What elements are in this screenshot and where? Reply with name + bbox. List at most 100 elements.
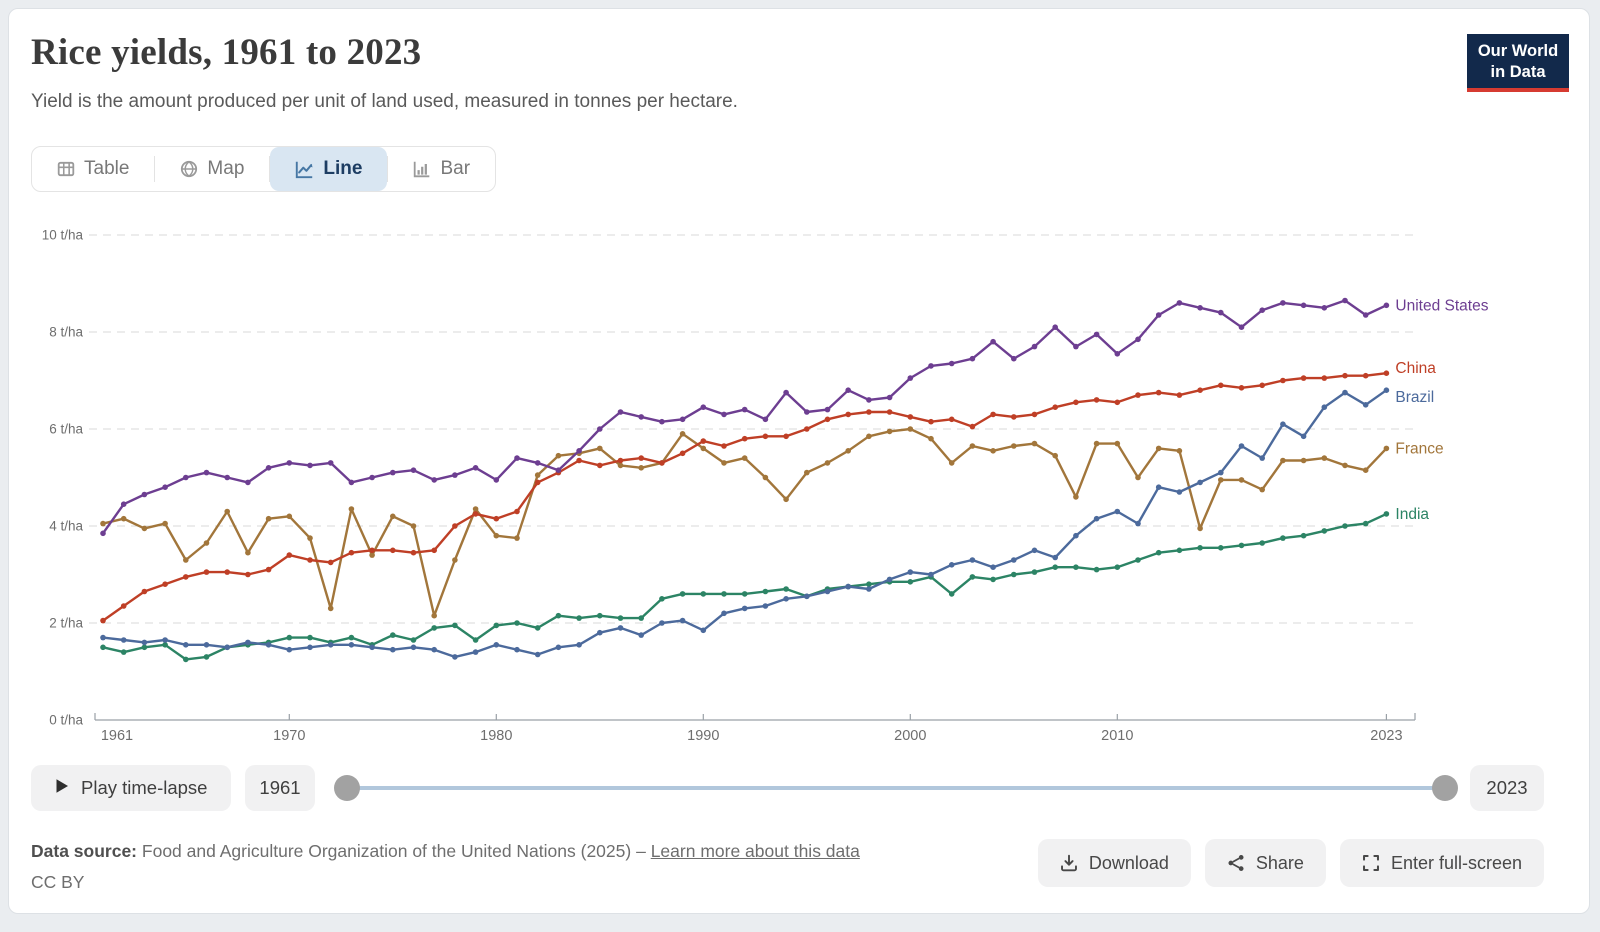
- data-point-brazil[interactable]: [555, 644, 562, 651]
- data-point-brazil[interactable]: [1135, 520, 1141, 527]
- data-point-india[interactable]: [597, 612, 603, 619]
- data-point-brazil[interactable]: [1383, 387, 1390, 393]
- data-point-china[interactable]: [824, 416, 831, 423]
- data-point-brazil[interactable]: [245, 639, 251, 646]
- data-point-brazil[interactable]: [617, 625, 624, 631]
- data-point-brazil[interactable]: [514, 646, 520, 653]
- data-point-france[interactable]: [390, 513, 396, 520]
- data-point-united-states[interactable]: [327, 460, 334, 466]
- data-point-india[interactable]: [286, 634, 293, 641]
- data-point-france[interactable]: [245, 549, 251, 556]
- data-point-united-states[interactable]: [948, 360, 955, 367]
- data-point-united-states[interactable]: [472, 465, 479, 471]
- data-point-china[interactable]: [762, 433, 769, 440]
- data-point-china[interactable]: [907, 414, 914, 420]
- data-point-united-states[interactable]: [804, 409, 810, 415]
- data-point-china[interactable]: [1093, 397, 1100, 403]
- data-point-united-states[interactable]: [162, 484, 168, 491]
- data-point-france[interactable]: [1197, 525, 1203, 532]
- data-point-china[interactable]: [1031, 411, 1038, 418]
- data-point-india[interactable]: [555, 612, 562, 619]
- data-point-brazil[interactable]: [741, 605, 748, 612]
- data-point-france[interactable]: [597, 445, 603, 452]
- data-point-united-states[interactable]: [369, 474, 375, 481]
- data-point-china[interactable]: [990, 411, 996, 418]
- data-point-china[interactable]: [1135, 392, 1141, 398]
- data-point-brazil[interactable]: [845, 583, 851, 590]
- data-point-united-states[interactable]: [1238, 324, 1245, 330]
- data-point-brazil[interactable]: [928, 571, 934, 578]
- data-point-india[interactable]: [1093, 566, 1100, 573]
- data-point-china[interactable]: [969, 423, 976, 430]
- data-point-china[interactable]: [390, 547, 396, 554]
- data-point-france[interactable]: [907, 426, 914, 432]
- data-point-france[interactable]: [1011, 443, 1017, 449]
- data-point-india[interactable]: [348, 634, 355, 641]
- data-point-brazil[interactable]: [948, 562, 955, 568]
- data-point-china[interactable]: [410, 549, 417, 556]
- share-button[interactable]: Share: [1204, 839, 1326, 887]
- data-point-india[interactable]: [1011, 571, 1017, 578]
- data-point-france[interactable]: [990, 448, 996, 454]
- data-point-brazil[interactable]: [1155, 484, 1162, 491]
- data-point-brazil[interactable]: [1321, 404, 1328, 410]
- data-point-china[interactable]: [1073, 399, 1079, 406]
- data-point-france[interactable]: [928, 435, 934, 442]
- series-line-united-states[interactable]: [101, 299, 1388, 535]
- series-label-united-states[interactable]: United States: [1395, 297, 1488, 314]
- data-point-france[interactable]: [472, 506, 479, 512]
- data-point-brazil[interactable]: [203, 642, 210, 648]
- data-point-india[interactable]: [783, 586, 789, 592]
- data-point-india[interactable]: [120, 649, 127, 655]
- data-point-india[interactable]: [990, 576, 996, 583]
- data-point-brazil[interactable]: [452, 654, 458, 660]
- data-point-united-states[interactable]: [1155, 312, 1162, 318]
- data-point-france[interactable]: [1073, 494, 1079, 500]
- data-point-france[interactable]: [141, 525, 148, 532]
- timeline-slider-handle-end[interactable]: [1432, 775, 1458, 801]
- data-point-united-states[interactable]: [1300, 302, 1307, 309]
- data-point-united-states[interactable]: [1280, 300, 1286, 306]
- data-point-united-states[interactable]: [783, 389, 789, 396]
- data-point-india[interactable]: [679, 591, 686, 597]
- data-point-china[interactable]: [700, 438, 707, 444]
- data-point-india[interactable]: [1052, 564, 1058, 570]
- data-point-india[interactable]: [1135, 557, 1141, 563]
- data-point-united-states[interactable]: [679, 416, 686, 423]
- data-point-brazil[interactable]: [286, 646, 293, 653]
- data-point-brazil[interactable]: [700, 627, 707, 634]
- data-point-france[interactable]: [804, 469, 810, 476]
- data-point-china[interactable]: [534, 479, 541, 486]
- data-point-india[interactable]: [1031, 569, 1038, 575]
- series-label-france[interactable]: France: [1395, 440, 1443, 457]
- data-point-united-states[interactable]: [100, 530, 106, 537]
- data-point-china[interactable]: [1155, 389, 1162, 396]
- data-point-brazil[interactable]: [348, 642, 355, 648]
- data-point-france[interactable]: [638, 465, 644, 471]
- data-point-china[interactable]: [928, 418, 934, 425]
- data-point-brazil[interactable]: [1300, 433, 1307, 440]
- data-point-france[interactable]: [348, 506, 355, 512]
- data-point-india[interactable]: [1362, 520, 1369, 527]
- data-point-china[interactable]: [1300, 375, 1307, 381]
- data-point-france[interactable]: [1135, 474, 1141, 481]
- tab-line[interactable]: Line: [270, 147, 388, 191]
- data-point-india[interactable]: [141, 644, 148, 651]
- data-point-india[interactable]: [1155, 549, 1162, 556]
- data-point-brazil[interactable]: [183, 642, 189, 648]
- data-point-united-states[interactable]: [493, 477, 500, 483]
- data-point-france[interactable]: [1259, 486, 1265, 493]
- data-point-united-states[interactable]: [638, 414, 644, 420]
- data-point-france[interactable]: [1218, 477, 1224, 483]
- data-point-united-states[interactable]: [1383, 302, 1390, 309]
- data-point-china[interactable]: [286, 552, 293, 558]
- data-point-united-states[interactable]: [886, 394, 893, 401]
- data-point-india[interactable]: [452, 622, 458, 629]
- data-point-china[interactable]: [162, 581, 168, 587]
- series-label-india[interactable]: India: [1395, 506, 1429, 523]
- data-point-france[interactable]: [1280, 457, 1286, 464]
- data-point-india[interactable]: [638, 615, 644, 621]
- data-point-france[interactable]: [1093, 440, 1100, 447]
- data-point-france[interactable]: [514, 535, 520, 541]
- data-point-united-states[interactable]: [1114, 351, 1121, 357]
